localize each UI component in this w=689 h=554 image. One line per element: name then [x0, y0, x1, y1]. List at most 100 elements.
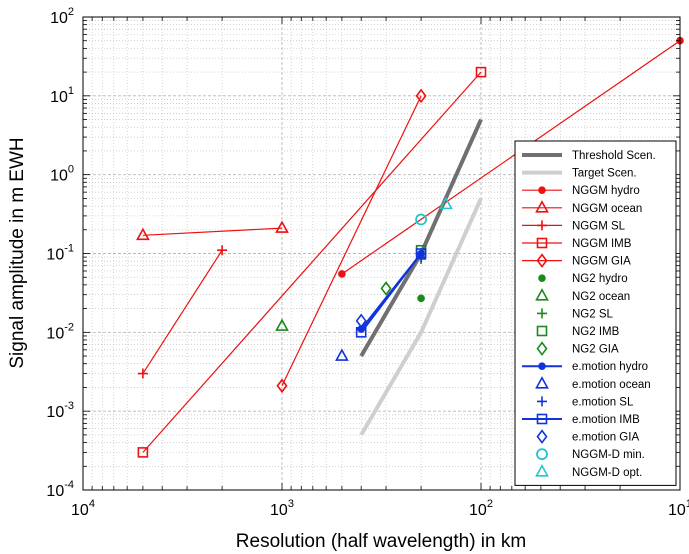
series-e-motion-ocean — [335, 348, 349, 361]
legend-label: NG2 SL — [572, 308, 614, 320]
ticks: 104 103 102 101 10-4 10-3 10-2 10-1 100 101 102 — [46, 6, 689, 519]
legend-marker — [535, 200, 549, 213]
data-point — [136, 227, 150, 241]
legend-label: Threshold Scen. — [572, 150, 656, 162]
legend-marker — [536, 413, 548, 425]
legend-label: e.motion ocean — [572, 379, 651, 391]
data-point — [137, 368, 148, 379]
data-point — [417, 294, 425, 303]
legend-label: e.motion IMB — [572, 414, 640, 426]
y-tick-label: 102 — [50, 6, 74, 27]
legend-marker — [536, 341, 548, 356]
y-tick-label: 10-3 — [46, 400, 74, 421]
legend-item: NGGM GIA — [522, 253, 631, 268]
legend-item: e.motion SL — [537, 396, 634, 408]
series-ng2-gia — [380, 281, 392, 296]
legend-marker — [538, 274, 546, 283]
legend-marker — [538, 186, 546, 194]
legend-item: NGGM hydro — [522, 185, 640, 197]
x-tick-label: 102 — [469, 498, 493, 519]
legend-label: e.motion SL — [572, 396, 634, 408]
legend-item: NGGM IMB — [522, 237, 632, 250]
x-tick-label: 104 — [71, 498, 95, 519]
series-nggm-ocean — [136, 220, 289, 241]
legend-item: NGGM-D opt. — [535, 464, 642, 479]
data-point — [415, 248, 427, 259]
series-nggm-imb — [137, 66, 487, 458]
y-tick-label: 10-1 — [46, 243, 74, 264]
plot-frame — [82, 16, 681, 491]
y-tick-label: 101 — [50, 85, 74, 106]
legend-item: NGGM-D min. — [536, 448, 645, 461]
legend-label: e.motion GIA — [572, 432, 639, 444]
legend-item: NG2 GIA — [536, 341, 619, 356]
legend-label: NGGM GIA — [572, 256, 631, 268]
legend-marker — [537, 308, 547, 319]
legend-marker — [535, 288, 549, 301]
legend-item: Threshold Scen. — [522, 150, 656, 162]
data-point — [217, 245, 228, 256]
series-target-scen — [359, 197, 483, 436]
legend-label: NGGM IMB — [572, 238, 632, 250]
legend-item: NGGM ocean — [522, 200, 642, 215]
y-tick-label: 10-2 — [46, 321, 74, 342]
legend-marker — [537, 396, 547, 407]
legend-label: NG2 GIA — [572, 344, 619, 356]
legend-label: NG2 IMB — [572, 326, 620, 338]
legend-label: e.motion hydro — [572, 361, 648, 373]
legend-marker — [538, 362, 546, 371]
data-point — [439, 196, 453, 210]
legend-marker — [535, 464, 549, 477]
data-point — [137, 447, 149, 458]
data-point — [275, 220, 289, 233]
data-point — [475, 66, 487, 78]
legend-item: e.motion IMB — [522, 413, 640, 426]
series-line — [142, 71, 482, 453]
legend-label: NGGM-D opt. — [572, 467, 642, 479]
data-point — [338, 270, 346, 278]
series-e-motion-gia — [355, 313, 367, 329]
legend-marker — [536, 237, 548, 249]
series-ng2-ocean — [275, 318, 289, 331]
legend-marker — [537, 220, 547, 231]
data-point — [415, 213, 427, 226]
x-axis-label: Resolution (half wavelength) in km — [236, 531, 526, 552]
legend-label: NGGM SL — [572, 220, 626, 232]
series-nggm-gia — [276, 88, 427, 394]
x-tick-label: 103 — [270, 498, 294, 519]
x-tick-label: 101 — [668, 498, 689, 519]
series-line — [142, 227, 283, 236]
data-point — [275, 318, 289, 331]
data-point — [276, 378, 288, 394]
legend-marker — [536, 429, 548, 444]
series-line — [341, 40, 681, 275]
series-nggm-d-min — [415, 213, 427, 226]
legend-item: Target Scen. — [522, 168, 637, 180]
data-point — [355, 313, 367, 329]
legend-item: NG2 ocean — [535, 288, 630, 303]
series-line — [281, 95, 422, 387]
legend-item: NG2 SL — [537, 308, 614, 320]
legend: Threshold Scen. Target Scen. NGGM hydro NGG… — [514, 140, 677, 486]
legend-item: e.motion hydro — [522, 361, 648, 373]
legend-item: NG2 IMB — [536, 325, 620, 338]
legend-label: NGGM hydro — [572, 185, 640, 197]
legend-label: NG2 ocean — [572, 291, 630, 303]
series-nggm-sl — [137, 245, 228, 379]
data-point — [380, 281, 392, 296]
series-line — [359, 197, 483, 436]
series-line — [142, 249, 223, 374]
legend-item: e.motion GIA — [536, 429, 639, 444]
series-ng2-hydro — [417, 294, 425, 303]
data-point — [415, 88, 427, 104]
series-nggm-d-opt — [439, 196, 453, 210]
legend-label: NGGM ocean — [572, 203, 642, 215]
y-tick-label: 10-4 — [46, 479, 74, 500]
legend-item: e.motion ocean — [535, 376, 651, 391]
legend-marker — [536, 325, 548, 337]
legend-label: NGGM-D min. — [572, 449, 645, 461]
y-axis-label: Signal amplitude in m EWH — [7, 137, 28, 368]
series-layer — [136, 36, 684, 458]
legend-marker — [536, 253, 548, 268]
